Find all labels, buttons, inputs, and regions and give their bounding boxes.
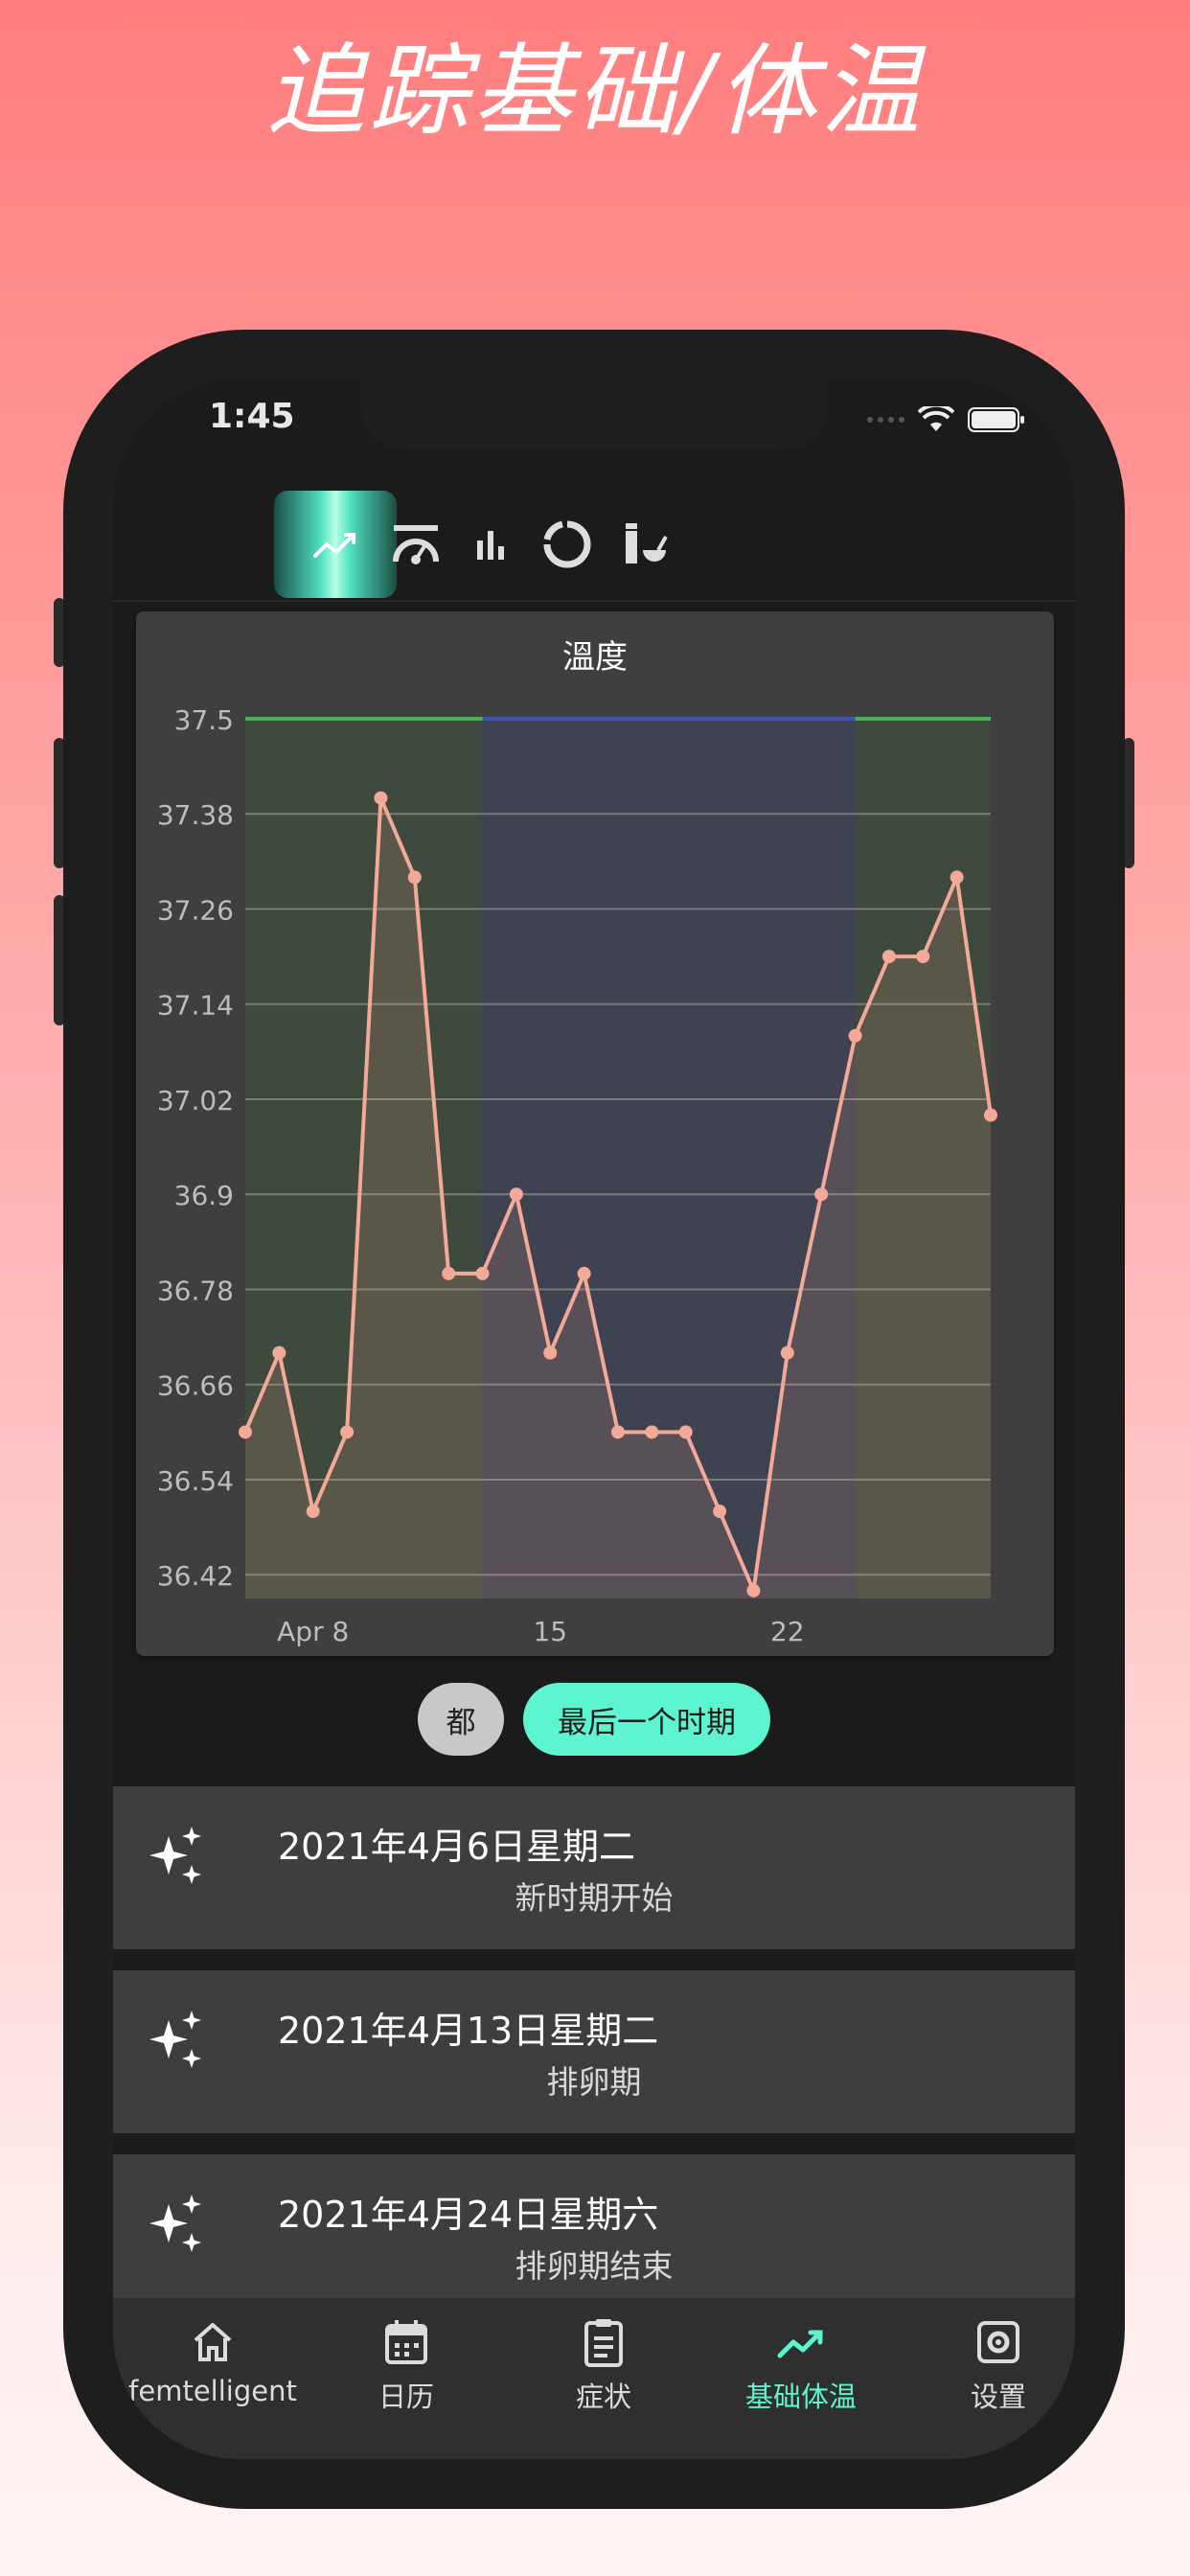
nav-symptoms[interactable]: 症状 bbox=[508, 2315, 699, 2415]
phone-screen: 1:45 bbox=[113, 380, 1075, 2459]
data-point bbox=[577, 1266, 591, 1280]
phase-band bbox=[855, 719, 991, 1598]
tab-gauge[interactable] bbox=[355, 491, 477, 598]
data-point bbox=[509, 1187, 523, 1202]
phone-power-button bbox=[1123, 738, 1134, 868]
x-tick-label: 22 bbox=[770, 1616, 805, 1647]
chart-title: 溫度 bbox=[562, 638, 628, 677]
y-tick-label: 36.42 bbox=[157, 1560, 234, 1592]
data-point bbox=[780, 1346, 794, 1360]
bar-chart-icon bbox=[477, 531, 504, 560]
bottom-nav: femtelligent 日历 bbox=[113, 2298, 1075, 2459]
y-tick-label: 37.5 bbox=[174, 704, 234, 736]
lab-flask-icon bbox=[626, 523, 668, 564]
temperature-area bbox=[245, 797, 991, 1598]
x-tick-label: 15 bbox=[533, 1616, 567, 1647]
nav-bbt-label: 基础体温 bbox=[744, 2380, 857, 2413]
event-description: 排卵期结束 bbox=[515, 2247, 674, 2285]
x-tick-label: Apr 8 bbox=[277, 1616, 349, 1647]
data-point bbox=[611, 1425, 625, 1439]
y-tick-label: 36.78 bbox=[157, 1275, 234, 1306]
data-point bbox=[678, 1425, 693, 1439]
nav-bbt[interactable]: 基础体温 bbox=[705, 2315, 897, 2415]
data-point bbox=[306, 1505, 320, 1519]
temperature-chart-card: 溫度 37.5 37.38 37.26 37.14 37.02 36.9 36.78 36.6… bbox=[136, 611, 1054, 1656]
data-point bbox=[407, 870, 422, 885]
data-point bbox=[239, 1425, 252, 1439]
chart-type-tabs bbox=[113, 491, 1075, 598]
y-tick-label: 37.38 bbox=[157, 799, 234, 831]
nav-settings-label: 设置 bbox=[970, 2380, 1026, 2413]
phone-volume-up bbox=[54, 738, 65, 868]
status-time: 1:45 bbox=[209, 397, 295, 436]
temperature-line-chart: 37.5 37.38 37.26 37.14 37.02 36.9 36.78 36.66 36… bbox=[157, 704, 997, 1647]
event-description: 新时期开始 bbox=[515, 1879, 674, 1917]
list-item[interactable]: 2021年4月24日星期六 排卵期结束 bbox=[113, 2154, 1075, 2317]
wifi-icon bbox=[918, 406, 954, 431]
sparkle-icon bbox=[149, 1827, 201, 1884]
data-point bbox=[814, 1187, 829, 1202]
event-date: 2021年4月24日星期六 bbox=[278, 2194, 659, 2236]
calendar-icon bbox=[385, 2320, 427, 2364]
nav-home[interactable]: femtelligent bbox=[117, 2315, 309, 2407]
settings-icon bbox=[977, 2321, 1019, 2363]
clipboard-icon bbox=[584, 2319, 623, 2367]
event-date: 2021年4月13日星期二 bbox=[278, 2010, 659, 2052]
filter-last-period-button[interactable]: 最后一个时期 bbox=[523, 1683, 770, 1756]
tab-line-chart[interactable] bbox=[274, 491, 397, 598]
trend-icon bbox=[777, 2330, 823, 2358]
filter-all-button[interactable]: 都 bbox=[418, 1683, 504, 1756]
nav-calendar[interactable]: 日历 bbox=[310, 2315, 502, 2415]
data-point bbox=[645, 1425, 659, 1439]
data-point bbox=[746, 1583, 761, 1598]
headline: 追踪基础/体温 bbox=[265, 33, 925, 150]
notch bbox=[360, 380, 828, 450]
sparkle-icon bbox=[149, 2011, 201, 2068]
list-item[interactable]: 2021年4月6日星期二 新时期开始 bbox=[113, 1786, 1075, 1949]
event-description: 排卵期 bbox=[546, 2063, 642, 2101]
data-point bbox=[272, 1346, 286, 1360]
data-point bbox=[475, 1266, 490, 1280]
y-tick-label: 37.02 bbox=[157, 1085, 234, 1116]
tab-divider bbox=[113, 600, 1075, 602]
data-point bbox=[442, 1266, 456, 1280]
phase-band bbox=[245, 719, 483, 1598]
nav-calendar-label: 日历 bbox=[378, 2380, 434, 2413]
data-point bbox=[950, 870, 964, 885]
line-chart-icon bbox=[313, 533, 355, 558]
signal-dots-icon bbox=[867, 417, 904, 423]
donut-chart-icon bbox=[543, 520, 591, 568]
data-point bbox=[543, 1346, 558, 1360]
data-point bbox=[984, 1108, 997, 1122]
data-point bbox=[916, 950, 930, 964]
data-point bbox=[713, 1505, 727, 1519]
data-point bbox=[340, 1425, 355, 1439]
home-icon bbox=[194, 2323, 232, 2361]
nav-settings[interactable]: 设置 bbox=[903, 2315, 1075, 2415]
y-tick-label: 37.26 bbox=[157, 894, 234, 926]
list-item[interactable]: 2021年4月13日星期二 排卵期 bbox=[113, 1970, 1075, 2133]
nav-symptoms-label: 症状 bbox=[575, 2380, 631, 2413]
y-tick-label: 36.9 bbox=[174, 1180, 234, 1211]
tab-lab-test[interactable] bbox=[583, 491, 705, 598]
data-point bbox=[848, 1028, 862, 1043]
event-date: 2021年4月6日星期二 bbox=[278, 1826, 636, 1868]
phase-band bbox=[482, 719, 856, 1598]
phone-volume-down bbox=[54, 895, 65, 1025]
tab-bar-chart[interactable] bbox=[429, 491, 552, 598]
data-point bbox=[881, 950, 896, 964]
y-tick-label: 36.54 bbox=[157, 1465, 234, 1497]
data-point bbox=[374, 791, 388, 805]
gauge-icon bbox=[393, 525, 439, 564]
sparkle-icon bbox=[149, 2195, 201, 2252]
tab-donut-chart[interactable] bbox=[506, 491, 629, 598]
y-tick-label: 37.14 bbox=[157, 990, 234, 1022]
y-tick-label: 36.66 bbox=[157, 1370, 234, 1402]
status-icons bbox=[867, 406, 1025, 433]
battery-icon bbox=[968, 407, 1024, 432]
phone-mute-switch bbox=[54, 598, 65, 667]
nav-home-label: femtelligent bbox=[128, 2375, 297, 2407]
